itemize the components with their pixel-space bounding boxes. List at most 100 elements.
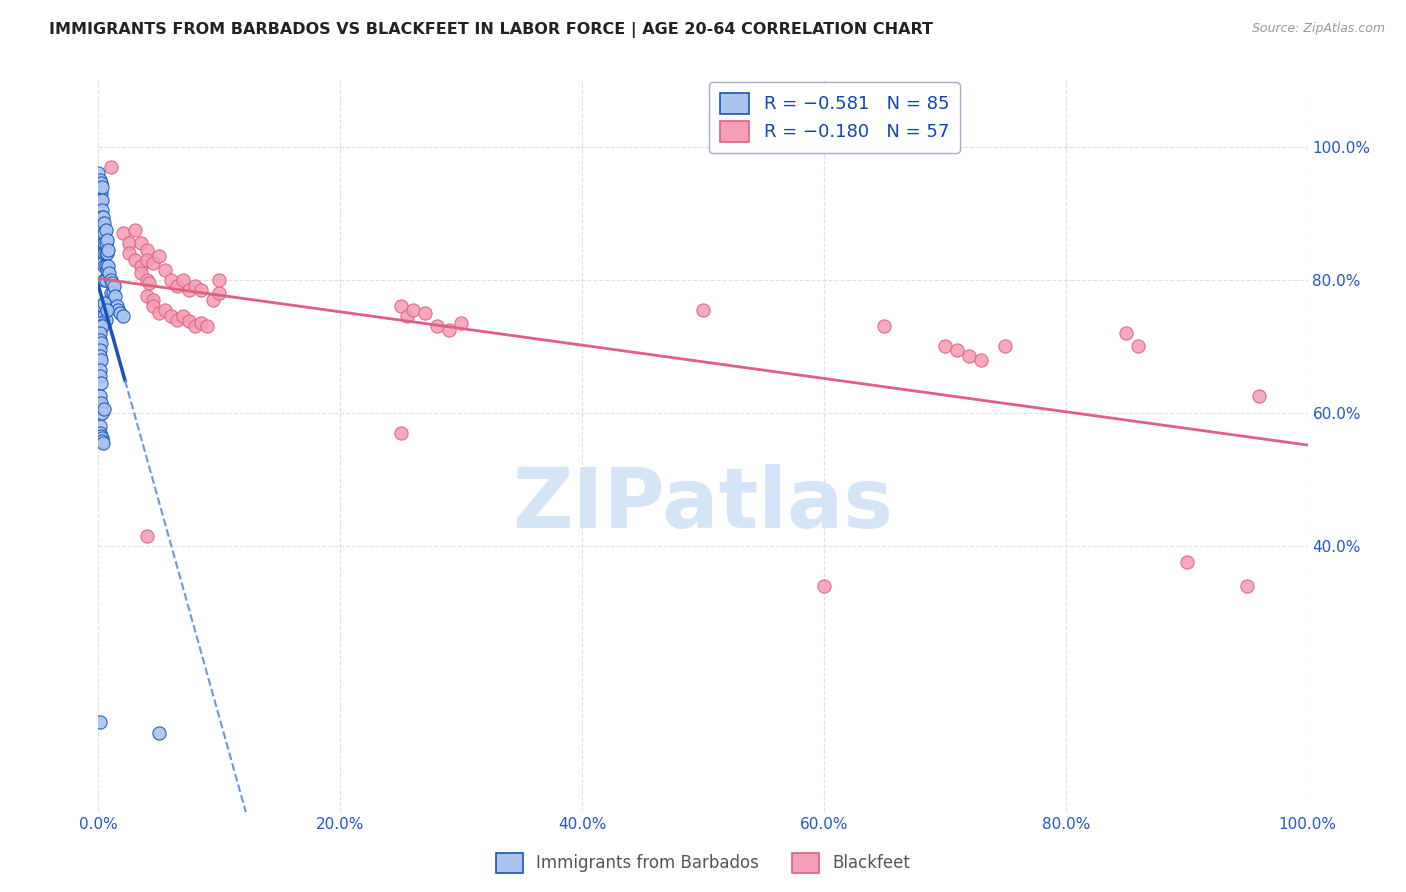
Point	[91, 210, 114, 224]
Point	[93, 226, 115, 240]
Point	[97, 260, 120, 274]
Point	[179, 283, 201, 297]
Point	[184, 279, 207, 293]
Point	[90, 396, 112, 410]
Point	[402, 302, 425, 317]
Point	[90, 399, 112, 413]
Point	[100, 286, 122, 301]
Point	[87, 166, 110, 180]
Text: ZIPatlas: ZIPatlas	[513, 464, 893, 545]
Point	[89, 326, 111, 340]
Point	[107, 302, 129, 317]
Point	[91, 193, 114, 207]
Point	[91, 434, 114, 448]
Point	[135, 289, 157, 303]
Point	[89, 389, 111, 403]
Point	[166, 279, 188, 293]
Point	[94, 236, 117, 251]
Point	[111, 310, 134, 324]
Point	[93, 273, 115, 287]
Point	[91, 229, 114, 244]
Point	[105, 299, 128, 313]
Point	[179, 314, 201, 328]
Point	[89, 425, 111, 440]
Point	[994, 339, 1017, 353]
Point	[89, 312, 111, 326]
Point	[89, 302, 111, 317]
Point	[202, 293, 225, 307]
Point	[1249, 389, 1271, 403]
Point	[208, 286, 231, 301]
Point	[142, 299, 165, 313]
Point	[100, 276, 122, 290]
Point	[934, 339, 956, 353]
Point	[100, 273, 122, 287]
Point	[946, 343, 969, 357]
Point	[94, 260, 117, 274]
Point	[1236, 579, 1258, 593]
Legend: Immigrants from Barbados, Blackfeet: Immigrants from Barbados, Blackfeet	[489, 847, 917, 880]
Point	[91, 431, 114, 445]
Point	[89, 186, 111, 201]
Legend: R = −0.581   N = 85, R = −0.180   N = 57: R = −0.581 N = 85, R = −0.180 N = 57	[710, 82, 960, 153]
Point	[94, 223, 117, 237]
Point	[172, 310, 194, 324]
Point	[91, 219, 114, 234]
Point	[873, 319, 896, 334]
Point	[96, 262, 118, 277]
Point	[813, 579, 835, 593]
Point	[96, 246, 118, 260]
Point	[91, 179, 114, 194]
Point	[129, 266, 152, 280]
Point	[172, 273, 194, 287]
Point	[93, 216, 115, 230]
Point	[91, 226, 114, 240]
Point	[89, 419, 111, 434]
Point	[426, 319, 449, 334]
Point	[103, 279, 125, 293]
Point	[89, 343, 111, 357]
Point	[118, 246, 141, 260]
Point	[395, 310, 418, 324]
Point	[111, 226, 134, 240]
Point	[1115, 326, 1137, 340]
Point	[90, 193, 112, 207]
Point	[1175, 555, 1198, 569]
Point	[89, 349, 111, 363]
Point	[91, 202, 114, 217]
Point	[94, 246, 117, 260]
Point	[98, 266, 121, 280]
Point	[153, 302, 176, 317]
Point	[957, 349, 980, 363]
Point	[89, 369, 111, 384]
Point	[148, 306, 170, 320]
Point	[91, 435, 114, 450]
Point	[413, 306, 436, 320]
Point	[101, 286, 124, 301]
Point	[89, 362, 111, 376]
Point	[153, 262, 176, 277]
Point	[124, 252, 146, 267]
Point	[118, 236, 141, 251]
Point	[89, 333, 111, 347]
Point	[91, 236, 114, 251]
Point	[160, 273, 183, 287]
Point	[89, 714, 111, 729]
Point	[195, 319, 218, 334]
Point	[93, 236, 115, 251]
Point	[166, 312, 188, 326]
Point	[93, 310, 115, 324]
Point	[91, 299, 114, 313]
Point	[91, 304, 114, 318]
Point	[90, 186, 112, 201]
Point	[90, 376, 112, 390]
Point	[89, 407, 111, 421]
Point	[108, 306, 131, 320]
Point	[96, 233, 118, 247]
Point	[93, 246, 115, 260]
Point	[135, 273, 157, 287]
Point	[90, 299, 112, 313]
Point	[190, 283, 212, 297]
Point	[437, 323, 460, 337]
Point	[90, 335, 112, 350]
